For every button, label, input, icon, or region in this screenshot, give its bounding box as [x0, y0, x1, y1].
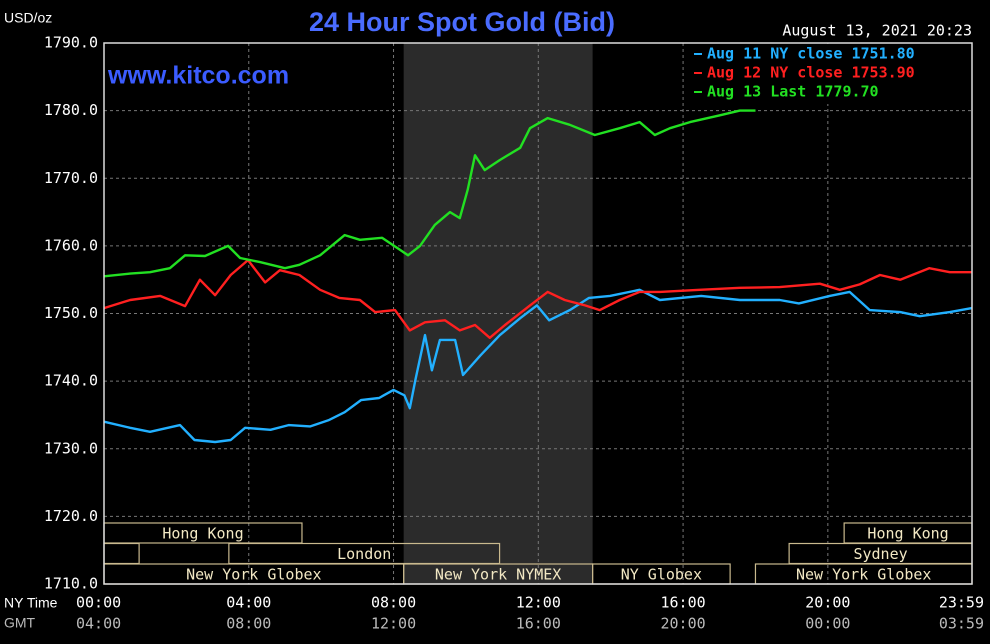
series-line [103, 109, 756, 278]
y-tick-label: 1720.0 [44, 507, 98, 525]
y-tick-label: 1780.0 [44, 101, 98, 119]
x-tick-label: 00:00 [805, 615, 850, 633]
session-label: New York NYMEX [435, 566, 561, 584]
y-tick-label: 1750.0 [44, 304, 98, 322]
x-row-label: GMT [4, 615, 36, 631]
chart-title: 24 Hour Spot Gold (Bid) [309, 7, 615, 37]
x-tick-label: 00:00 [76, 594, 121, 612]
x-tick-label: 12:00 [371, 615, 416, 633]
series-line [103, 258, 972, 339]
session-label: Hong Kong [162, 525, 243, 543]
x-tick-label: 16:00 [660, 594, 705, 612]
x-tick-label: 04:00 [226, 594, 271, 612]
session-label: London [337, 545, 391, 563]
y-tick-label: 1770.0 [44, 169, 98, 187]
y-tick-label: 1790.0 [44, 34, 98, 52]
annotation: www.kitco.com [107, 62, 289, 90]
y-tick-label: 1730.0 [44, 439, 98, 457]
session-label: NY Globex [621, 566, 702, 584]
x-row-label: NY Time [4, 595, 58, 611]
y-tick-label: 1710.0 [44, 575, 98, 593]
series-line [103, 288, 973, 444]
x-tick-label: 08:00 [226, 615, 271, 633]
session-label: New York Globex [796, 566, 931, 584]
session-label: Sydney [853, 545, 907, 563]
x-tick-label: 23:59 [939, 594, 984, 612]
legend-box [688, 44, 971, 104]
x-tick-label: 20:00 [805, 594, 850, 612]
x-tick-label: 12:00 [516, 594, 561, 612]
plot-frame [103, 42, 973, 585]
legend-label: Aug 13 Last 1779.70 [707, 83, 879, 101]
session-label: New York Globex [186, 566, 321, 584]
y-tick-label: 1760.0 [44, 236, 98, 254]
legend-label: Aug 11 NY close 1751.80 [707, 45, 915, 63]
x-tick-label: 03:59 [939, 615, 984, 633]
legend-label: Aug 12 NY close 1753.90 [707, 64, 915, 82]
y-tick-label: 1740.0 [44, 372, 98, 390]
x-tick-label: 04:00 [76, 615, 121, 633]
timestamp: August 13, 2021 20:23 [782, 22, 972, 40]
x-tick-label: 20:00 [660, 615, 705, 633]
x-tick-label: 16:00 [516, 615, 561, 633]
x-tick-label: 08:00 [371, 594, 416, 612]
session-label: Hong Kong [867, 525, 948, 543]
y-axis-label: USD/oz [4, 10, 52, 26]
